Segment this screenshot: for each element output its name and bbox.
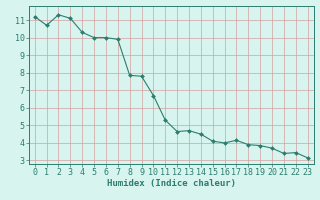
X-axis label: Humidex (Indice chaleur): Humidex (Indice chaleur) xyxy=(107,179,236,188)
